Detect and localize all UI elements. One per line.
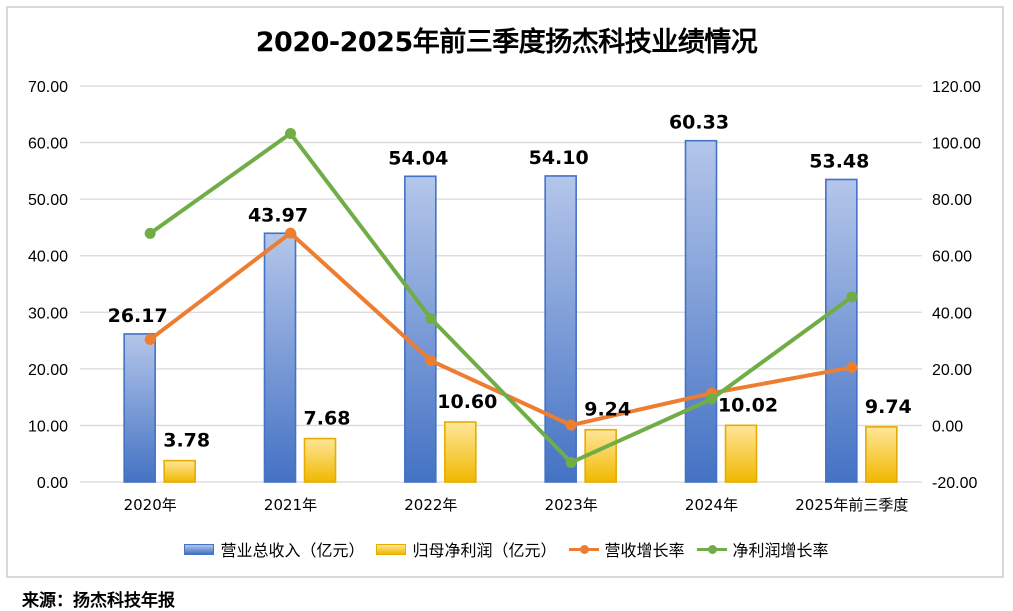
x-tick-label: 2024年 <box>685 496 738 514</box>
chart-title: 2020-2025年前三季度扬杰科技业绩情况 <box>255 27 758 58</box>
left-tick-label: 50.00 <box>28 192 68 209</box>
legend-label: 营业总收入（亿元） <box>220 541 365 560</box>
right-tick-label: 80.00 <box>932 192 972 209</box>
legend-label: 营收增长率 <box>604 541 685 560</box>
gridlines <box>80 85 922 483</box>
marker-profit-growth[interactable] <box>706 393 717 405</box>
bar-revenue[interactable] <box>123 333 156 483</box>
left-tick-label: 40.00 <box>28 249 68 266</box>
data-label-profit: 10.02 <box>718 394 778 416</box>
right-tick-label: 20.00 <box>932 362 972 379</box>
marker-profit-growth[interactable] <box>285 128 296 140</box>
data-label-profit: 9.74 <box>865 396 912 418</box>
bar-revenue[interactable] <box>404 175 437 483</box>
marker-profit-growth[interactable] <box>565 456 577 468</box>
bars <box>123 139 898 483</box>
legend-swatch-profit <box>376 543 407 555</box>
legend: 营业总收入（亿元） 归母净利润（亿元） 营收增长率 净利润增长率 <box>0 537 1013 561</box>
legend-swatch-profit-growth <box>696 544 727 555</box>
right-tick-label: 40.00 <box>932 305 972 322</box>
marker-profit-growth[interactable] <box>144 227 156 239</box>
data-label-revenue: 60.33 <box>669 112 729 134</box>
legend-label: 归母净利润（亿元） <box>412 541 557 560</box>
bar-revenue[interactable] <box>825 178 858 483</box>
data-label-profit: 10.60 <box>437 391 497 413</box>
data-label-revenue: 54.04 <box>388 147 448 169</box>
marker-revenue-growth[interactable] <box>425 355 437 367</box>
line-profit-growth[interactable] <box>149 131 854 465</box>
bar-profit[interactable] <box>865 426 898 483</box>
marker-profit-growth[interactable] <box>425 313 437 325</box>
data-label-profit: 3.78 <box>163 430 210 452</box>
bar-profit[interactable] <box>163 459 196 483</box>
legend-swatch-revenue <box>184 543 215 555</box>
marker-revenue-growth[interactable] <box>144 333 156 345</box>
left-tick-label: 10.00 <box>28 418 68 435</box>
data-label-revenue: 53.48 <box>809 150 869 172</box>
data-label-revenue: 43.97 <box>248 204 308 226</box>
data-label-profit: 7.68 <box>304 408 351 430</box>
data-label-revenue: 54.10 <box>529 147 589 169</box>
bar-profit[interactable] <box>303 437 337 483</box>
marker-revenue-growth[interactable] <box>846 361 858 373</box>
legend-item-revenue[interactable]: 营业总收入（亿元） <box>184 537 364 561</box>
bar-revenue[interactable] <box>263 232 297 483</box>
data-label-revenue: 26.17 <box>108 305 168 327</box>
right-tick-label: 60.00 <box>932 249 972 266</box>
left-tick-label: 60.00 <box>28 136 68 153</box>
legend-label: 净利润增长率 <box>732 541 829 560</box>
left-tick-label: 30.00 <box>28 305 68 322</box>
left-tick-label: 0.00 <box>37 475 68 492</box>
data-labels: 26.17 43.97 54.04 54.10 60.33 53.48 3.78 7.68 10… <box>108 112 912 452</box>
legend-item-revenue-growth[interactable]: 营收增长率 <box>568 537 685 561</box>
marker-profit-growth[interactable] <box>846 291 858 303</box>
source-note: 来源：扬杰科技年报 <box>22 591 175 611</box>
legend-item-profit[interactable]: 归母净利润（亿元） <box>376 537 557 561</box>
right-tick-label: -20.00 <box>932 475 977 492</box>
x-tick-label: 2020年 <box>124 496 177 514</box>
data-label-profit: 9.24 <box>584 399 631 421</box>
right-tick-label: 0.00 <box>932 418 963 435</box>
x-tick-label: 2023年 <box>545 496 598 514</box>
left-tick-label: 20.00 <box>28 362 68 379</box>
marker-revenue-growth[interactable] <box>285 227 296 239</box>
marker-revenue-growth[interactable] <box>565 419 577 431</box>
bar-revenue[interactable] <box>544 175 577 483</box>
legend-swatch-revenue-growth <box>568 544 599 555</box>
bar-profit[interactable] <box>444 421 477 483</box>
right-axis: -20.00 0.00 20.00 40.00 60.00 80.00 100.00 120.… <box>932 79 981 492</box>
x-tick-label: 2021年 <box>264 496 317 514</box>
right-tick-label: 100.00 <box>932 136 981 153</box>
left-axis: 0.00 10.00 20.00 30.00 40.00 50.00 60.00 70.00 <box>28 79 68 492</box>
lines <box>144 128 858 468</box>
bar-profit[interactable] <box>724 424 758 483</box>
left-tick-label: 70.00 <box>28 79 68 96</box>
x-axis: 2020年 2021年 2022年 2023年 2024年 2025年前三季度 <box>124 496 909 514</box>
x-tick-label: 2025年前三季度 <box>795 496 908 514</box>
right-tick-label: 120.00 <box>932 79 981 96</box>
x-tick-label: 2022年 <box>404 496 457 514</box>
legend-item-profit-growth[interactable]: 净利润增长率 <box>696 537 829 561</box>
bar-revenue[interactable] <box>684 139 718 483</box>
